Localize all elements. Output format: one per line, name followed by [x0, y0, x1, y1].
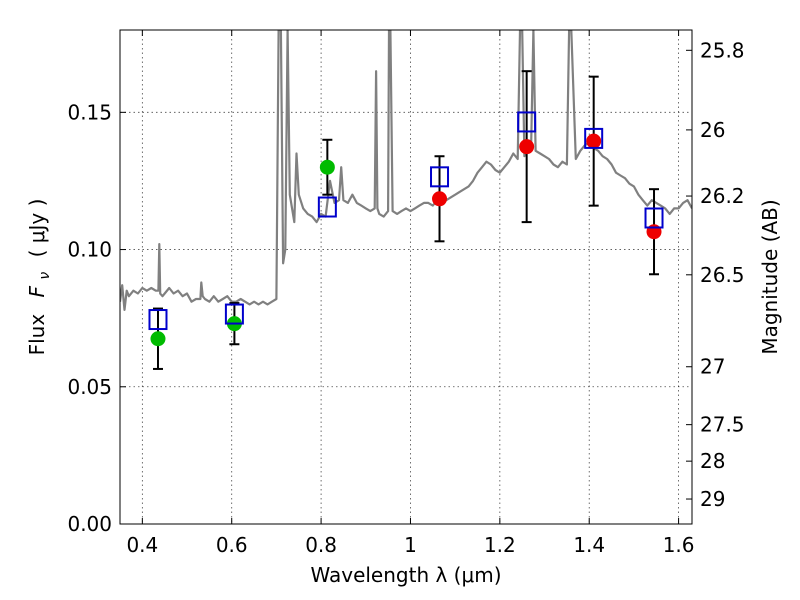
x-axis-label: Wavelength λ (μm) [310, 563, 501, 587]
right-tick-label: 25.8 [700, 38, 745, 62]
y-axis-left: 0.00 0.05 0.10 0.15 [67, 100, 126, 536]
y-tick-label: 0.00 [67, 512, 112, 536]
y-axis-label-nu: ν [37, 272, 53, 280]
x-tick-label: 1.6 [663, 533, 695, 557]
y-axis-label-unit: ( μJy ) [25, 199, 49, 258]
model-square-point [430, 166, 450, 188]
model-square-point [317, 196, 337, 218]
model-square-point [148, 309, 168, 331]
red-data-point [519, 139, 535, 155]
y-tick-label: 0.05 [67, 375, 112, 399]
y-axis-label-flux: Flux [25, 314, 49, 356]
right-tick-label: 27 [700, 355, 725, 379]
model-square-point [517, 111, 537, 133]
model-square-point [224, 303, 244, 325]
right-tick-label: 26.2 [700, 184, 745, 208]
red-data-point [586, 133, 602, 149]
red-data-point [432, 191, 448, 207]
y-tick-label: 0.15 [67, 100, 112, 124]
right-tick-label: 26 [700, 118, 725, 142]
x-tick-label: 1.2 [484, 533, 516, 557]
sed-layer [120, 30, 692, 311]
x-tick-label: 1.4 [573, 533, 605, 557]
x-tick-label: 1 [404, 533, 417, 557]
red-data-point [646, 224, 662, 240]
y-axis-label: Flux F ν ( μJy ) [25, 199, 54, 356]
grid-layer [120, 30, 692, 524]
x-tick-label: 0.4 [126, 533, 158, 557]
model-square-point [584, 127, 604, 149]
points-layer [148, 70, 664, 370]
model-square-point [644, 207, 664, 229]
right-tick-label: 26.5 [700, 263, 745, 287]
y-axis-label-f: F [25, 285, 49, 297]
right-axis-label: Magnitude (AB) [758, 199, 782, 354]
sed-model-line [120, 30, 692, 311]
green-data-point [319, 159, 335, 175]
plot-frame [119, 29, 693, 525]
right-tick-label: 27.5 [700, 413, 745, 437]
green-data-point [150, 331, 166, 347]
right-tick-label: 29 [700, 487, 725, 511]
x-tick-label: 0.6 [216, 533, 248, 557]
y-tick-label: 0.10 [67, 238, 112, 262]
y-axis-right: 25.8 26 26.2 26.5 27 27.5 28 29 [686, 38, 745, 511]
right-tick-label: 28 [700, 449, 725, 473]
x-tick-label: 0.8 [305, 533, 337, 557]
x-axis: 0.4 0.6 0.8 1 1.2 1.4 1.6 [126, 30, 695, 557]
